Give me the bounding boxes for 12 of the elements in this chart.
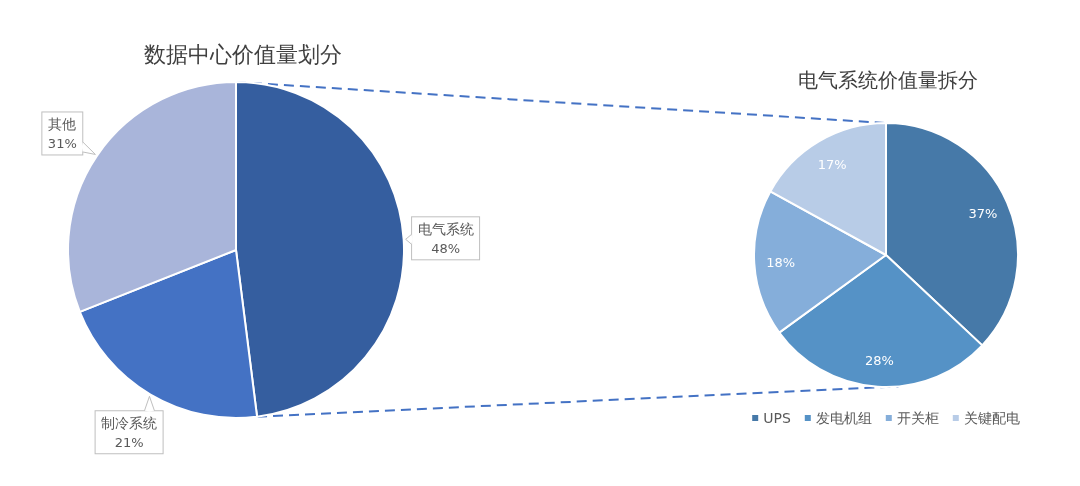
legend-label: 开关柜 (896, 410, 939, 426)
legend-label: 发电机组 (815, 410, 872, 426)
slice-label: 电气系统 (417, 220, 474, 237)
title: 电气系统价值量拆分 (798, 68, 978, 92)
data-label: 48% (431, 240, 461, 256)
slice-label: 制冷系统 (101, 414, 158, 431)
legend-label: 关键配电 (963, 410, 1020, 426)
data-label: 21% (114, 434, 144, 450)
title: 数据中心价值量划分 (144, 42, 342, 67)
slice-label: 其他 (48, 115, 77, 132)
legend-label: UPS (763, 410, 791, 426)
data-label: 31% (47, 135, 77, 151)
